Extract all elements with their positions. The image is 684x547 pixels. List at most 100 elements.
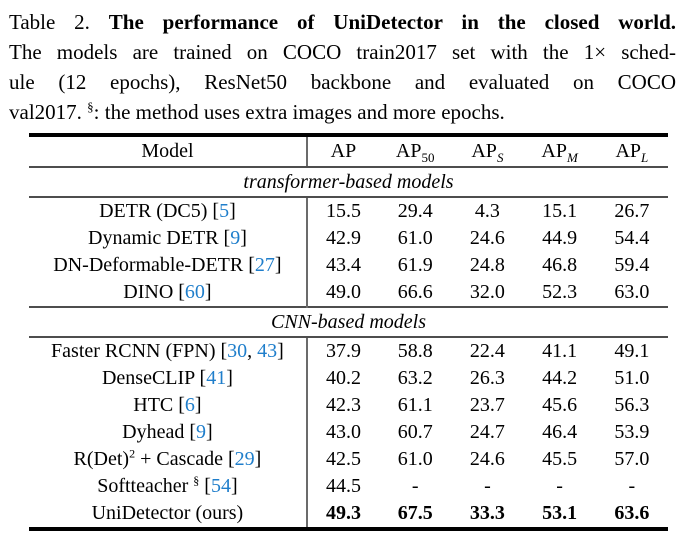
model-text: ]	[254, 448, 262, 470]
caption-label: Table 2.	[9, 10, 90, 34]
model-name: Dyhead [9]	[29, 419, 308, 446]
model-name: Faster RCNN (FPN) [30, 43]	[29, 337, 308, 365]
header-label: AP	[615, 140, 642, 162]
metric-value: 61.0	[397, 227, 433, 249]
citation-link[interactable]: 9	[230, 227, 241, 249]
header-label: AP	[330, 140, 357, 162]
citation-link[interactable]: 60	[184, 281, 205, 303]
citation-link[interactable]: 30	[227, 340, 248, 362]
metric-value: 26.3	[469, 367, 505, 389]
metric-value: 43.0	[325, 421, 361, 443]
metric-value: 66.6	[397, 281, 433, 303]
header-label: AP	[541, 140, 567, 162]
model-text: ]	[274, 254, 282, 276]
metric-value: 52.3	[542, 281, 578, 303]
metric-value: 63.6	[614, 502, 650, 524]
header-label: AP	[471, 140, 497, 162]
table-row: DINO [60] 49.0 66.6 32.0 52.3 63.0	[29, 279, 668, 307]
model-text: Dyhead [	[122, 421, 197, 443]
metric-value: 49.3	[325, 502, 361, 524]
citation-link[interactable]: 6	[184, 394, 195, 416]
table-row: Faster RCNN (FPN) [30, 43] 37.9 58.8 22.4 41…	[29, 337, 668, 365]
metric-value: 45.5	[542, 448, 578, 470]
metric-value: -	[411, 475, 419, 497]
metric-value: 53.1	[542, 502, 578, 524]
metric-value: 49.1	[614, 340, 650, 362]
citation-link[interactable]: 27	[254, 254, 275, 276]
model-text: UniDetector (ours)	[91, 502, 244, 524]
caption-line4-rest: : the method uses extra images and more …	[93, 100, 505, 124]
model-name: UniDetector (ours)	[29, 500, 308, 529]
metric-value: 67.5	[397, 502, 433, 524]
header-subscript: L	[641, 150, 649, 165]
metric-value: 24.7	[469, 421, 505, 443]
model-name: DenseCLIP [41]	[29, 365, 308, 392]
section-symbol: §	[87, 99, 94, 114]
metric-value: 43.4	[325, 254, 361, 276]
citation-link[interactable]: 5	[219, 200, 230, 222]
metric-value: 23.7	[469, 394, 505, 416]
metric-value: 63.2	[397, 367, 433, 389]
caption-line-2: The models are trained on COCO train2017…	[9, 40, 676, 64]
caption-line-3: ule (12 epochs), ResNet50 backbone and e…	[9, 70, 676, 94]
citation-link[interactable]: 9	[196, 421, 207, 443]
metric-value: 24.6	[469, 227, 505, 249]
model-text: ]	[206, 421, 213, 443]
metric-value: 37.9	[325, 340, 361, 362]
model-text: HTC [	[133, 394, 185, 416]
table-row: Dynamic DETR [9] 42.9 61.0 24.6 44.9 54.4	[29, 225, 668, 252]
table-header-row: Model AP AP50 APS APM APL	[29, 135, 668, 168]
citation-link[interactable]: 43	[257, 340, 278, 362]
metric-value: 61.1	[397, 394, 433, 416]
column-header-ap50: AP50	[379, 135, 452, 168]
metric-value: 22.4	[469, 340, 505, 362]
section-header-row: transformer-based models	[29, 166, 668, 198]
caption-title: The performance of UniDetector in the cl…	[108, 10, 676, 34]
header-subscript: M	[566, 150, 578, 165]
table-caption: Table 2. The performance of UniDetector …	[9, 7, 676, 127]
caption-line-4: val2017. §: the method uses extra images…	[9, 97, 676, 127]
header-label: Model	[141, 140, 194, 162]
model-text: ]	[226, 367, 233, 389]
table-row: Softteacher § [54] 44.5 - - - -	[29, 473, 668, 500]
metric-value: 57.0	[614, 448, 650, 470]
metric-value: 45.6	[542, 394, 578, 416]
section-header-row: CNN-based models	[29, 306, 668, 338]
model-text: ]	[240, 227, 247, 249]
header-label: AP	[395, 140, 422, 162]
metric-value: 53.9	[614, 421, 650, 443]
model-text: R(Det)	[73, 448, 130, 470]
model-text: ]	[194, 394, 202, 416]
metric-value: 49.0	[325, 281, 361, 303]
metric-value: 41.1	[542, 340, 578, 362]
model-text: + Cascade [	[135, 448, 235, 470]
citation-link[interactable]: 29	[234, 448, 255, 470]
metric-value: 60.7	[397, 421, 433, 443]
metric-value: 42.5	[325, 448, 361, 470]
model-text: DenseCLIP [	[101, 367, 207, 389]
model-text: ]	[204, 281, 212, 303]
model-text: ,	[247, 340, 258, 362]
caption-line-1: Table 2. The performance of UniDetector …	[9, 7, 676, 37]
metric-value: 42.3	[325, 394, 361, 416]
metric-value: 54.4	[614, 227, 650, 249]
model-name: Dynamic DETR [9]	[29, 225, 308, 252]
column-header-ap: AP	[306, 135, 380, 168]
model-text: DINO [	[123, 281, 185, 303]
table-row: DETR (DC5) [5] 15.5 29.4 4.3 15.1 26.7	[29, 197, 668, 225]
citation-link[interactable]: 54	[210, 475, 231, 497]
model-text: ]	[230, 475, 238, 497]
model-text: [	[199, 475, 211, 497]
metric-value: 15.1	[542, 200, 578, 222]
model-text: Dynamic DETR [	[88, 227, 231, 249]
citation-link[interactable]: 41	[206, 367, 227, 389]
metric-value: 44.9	[542, 227, 578, 249]
table-row: R(Det)2 + Cascade [29] 42.5 61.0 24.6 45.5 57…	[29, 446, 668, 473]
metric-value: 4.3	[474, 200, 500, 222]
metric-value: 24.6	[469, 448, 505, 470]
model-superscript: 2	[129, 446, 136, 461]
column-header-ap-small: APS	[451, 135, 524, 168]
section-title: CNN-based models	[29, 306, 668, 338]
table-row: DN-Deformable-DETR [27] 43.4 61.9 24.8 46.8 5…	[29, 252, 668, 279]
